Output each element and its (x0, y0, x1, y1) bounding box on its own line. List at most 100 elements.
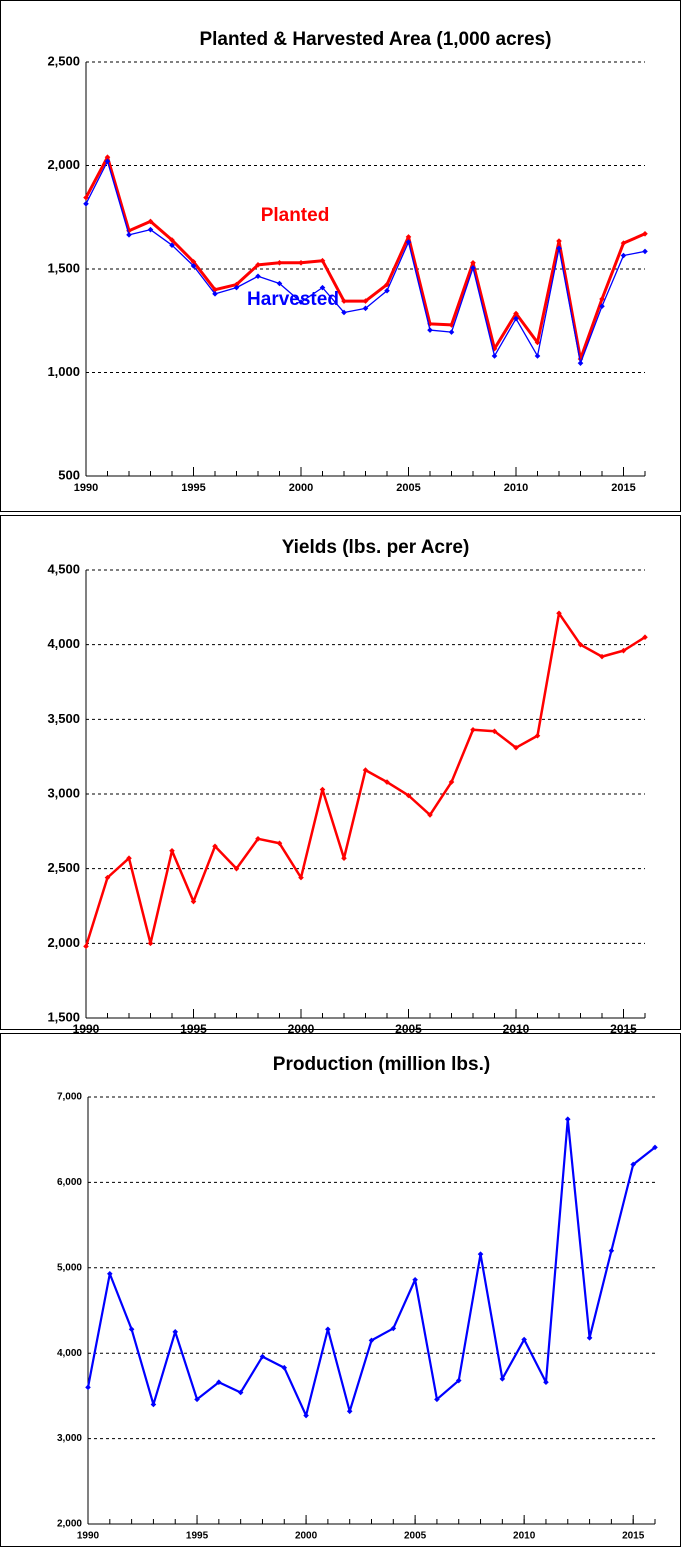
point (564, 1116, 571, 1123)
point (599, 296, 605, 302)
point (126, 232, 132, 238)
point (147, 226, 154, 233)
point (147, 218, 154, 225)
point (556, 610, 562, 617)
point (543, 1379, 549, 1386)
point (362, 305, 369, 312)
x-tick-label: 2010 (513, 1531, 536, 1542)
x-tick-label: 1990 (77, 1531, 100, 1542)
point (172, 1329, 179, 1335)
point (147, 940, 154, 947)
point (620, 252, 627, 259)
point (255, 273, 261, 280)
chart-title: Planted & Harvested Area (1,000 acres) (199, 29, 551, 50)
point (448, 779, 455, 785)
point (233, 281, 240, 288)
point (319, 257, 326, 264)
point (107, 1270, 113, 1277)
point (85, 1384, 91, 1391)
point (434, 1396, 440, 1403)
point (319, 284, 326, 291)
y-tick-label: 4,000 (47, 636, 80, 651)
point (390, 1325, 397, 1332)
point (255, 836, 261, 842)
point (556, 238, 562, 244)
y-tick-label: 2,500 (47, 860, 80, 875)
y-tick-label: 1,000 (47, 364, 80, 379)
panel-border (0, 515, 681, 1030)
point (384, 281, 390, 288)
panel-border (0, 0, 681, 512)
y-tick-label: 3,000 (47, 785, 80, 800)
point (405, 792, 412, 799)
point (368, 1337, 375, 1344)
x-tick-label: 1990 (74, 482, 98, 494)
point (599, 303, 605, 310)
point (652, 1144, 658, 1151)
point (104, 158, 111, 165)
y-tick-label: 2,000 (47, 157, 80, 172)
point (642, 231, 648, 237)
x-tick-label: 2000 (289, 482, 313, 494)
x-tick-label: 1995 (181, 482, 205, 494)
point (126, 855, 132, 862)
point (298, 299, 304, 305)
y-tick-label: 7,000 (57, 1092, 82, 1103)
x-tick-label: 2005 (396, 482, 420, 494)
point (556, 245, 562, 252)
x-tick-label: 2015 (622, 1531, 645, 1542)
x-tick-label: 2015 (611, 482, 635, 494)
point (190, 898, 197, 905)
point (190, 263, 197, 269)
point (405, 239, 412, 245)
chart-panel: Planted & Harvested Area (1,000 acres) 50… (0, 0, 681, 512)
point (281, 1364, 288, 1371)
y-tick-label: 1,500 (47, 1009, 80, 1024)
point (104, 154, 111, 161)
point (276, 280, 283, 287)
point (83, 200, 89, 207)
x-tick-label: 2010 (504, 482, 528, 494)
point (303, 1412, 309, 1419)
point (577, 356, 584, 362)
point (341, 298, 347, 304)
x-tick-label: 1995 (186, 1531, 209, 1542)
point (405, 234, 412, 240)
point (477, 1251, 484, 1257)
point (212, 843, 218, 850)
y-tick-label: 6,000 (57, 1177, 82, 1188)
point (298, 259, 304, 266)
point (276, 259, 283, 266)
point (325, 1326, 331, 1333)
point (362, 298, 369, 304)
x-tick-label: 2005 (404, 1531, 427, 1542)
point (362, 767, 369, 773)
y-tick-label: 2,000 (57, 1519, 82, 1530)
point (642, 248, 648, 255)
point (513, 315, 519, 322)
point (341, 309, 347, 316)
point (499, 1376, 506, 1382)
point (104, 874, 111, 881)
point (126, 227, 132, 234)
x-tick-label: 1995 (180, 1022, 207, 1036)
point (216, 1379, 222, 1386)
x-tick-label: 1990 (73, 1022, 100, 1036)
y-tick-label: 3,000 (57, 1433, 82, 1444)
point (319, 786, 326, 793)
point (427, 812, 433, 818)
chart-title: Yields (lbs. per Acre) (282, 537, 470, 558)
point (83, 943, 89, 950)
y-tick-label: 4,000 (57, 1348, 82, 1359)
point (276, 840, 283, 847)
point (491, 728, 498, 735)
x-tick-label: 2015 (610, 1022, 637, 1036)
y-tick-label: 1,500 (47, 260, 80, 275)
chart-title: Production (million lbs.) (273, 1054, 490, 1075)
x-tick-label: 2000 (295, 1531, 318, 1542)
point (470, 259, 476, 266)
point (128, 1326, 135, 1333)
x-tick-label: 2000 (288, 1022, 315, 1036)
point (470, 726, 476, 733)
